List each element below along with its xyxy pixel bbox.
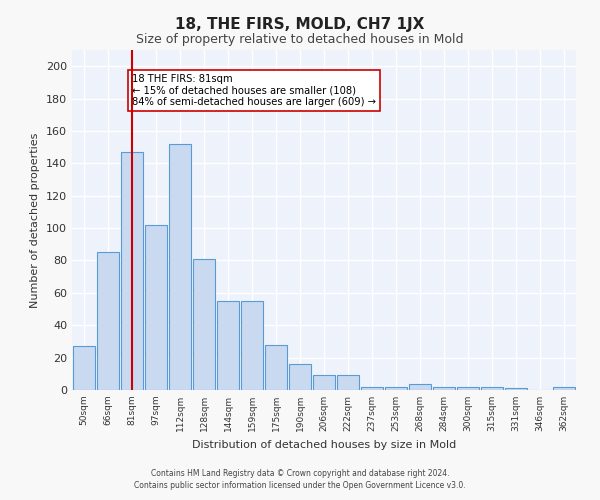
Bar <box>265 344 287 390</box>
Bar <box>145 225 167 390</box>
Bar <box>433 387 455 390</box>
Bar <box>169 144 191 390</box>
Bar <box>121 152 143 390</box>
Bar <box>217 301 239 390</box>
Bar <box>481 387 503 390</box>
Text: 18, THE FIRS, MOLD, CH7 1JX: 18, THE FIRS, MOLD, CH7 1JX <box>175 18 425 32</box>
Bar <box>409 384 431 390</box>
Bar <box>97 252 119 390</box>
Bar <box>361 387 383 390</box>
Bar <box>457 387 479 390</box>
Bar <box>193 259 215 390</box>
Bar <box>73 346 95 390</box>
Text: 18 THE FIRS: 81sqm
← 15% of detached houses are smaller (108)
84% of semi-detach: 18 THE FIRS: 81sqm ← 15% of detached hou… <box>132 74 376 108</box>
Bar <box>385 387 407 390</box>
Bar <box>241 301 263 390</box>
X-axis label: Distribution of detached houses by size in Mold: Distribution of detached houses by size … <box>192 440 456 450</box>
Y-axis label: Number of detached properties: Number of detached properties <box>31 132 40 308</box>
Text: Size of property relative to detached houses in Mold: Size of property relative to detached ho… <box>136 32 464 46</box>
Bar <box>553 387 575 390</box>
Bar <box>313 376 335 390</box>
Bar <box>505 388 527 390</box>
Text: Contains HM Land Registry data © Crown copyright and database right 2024.
Contai: Contains HM Land Registry data © Crown c… <box>134 468 466 490</box>
Bar <box>289 364 311 390</box>
Bar <box>337 376 359 390</box>
